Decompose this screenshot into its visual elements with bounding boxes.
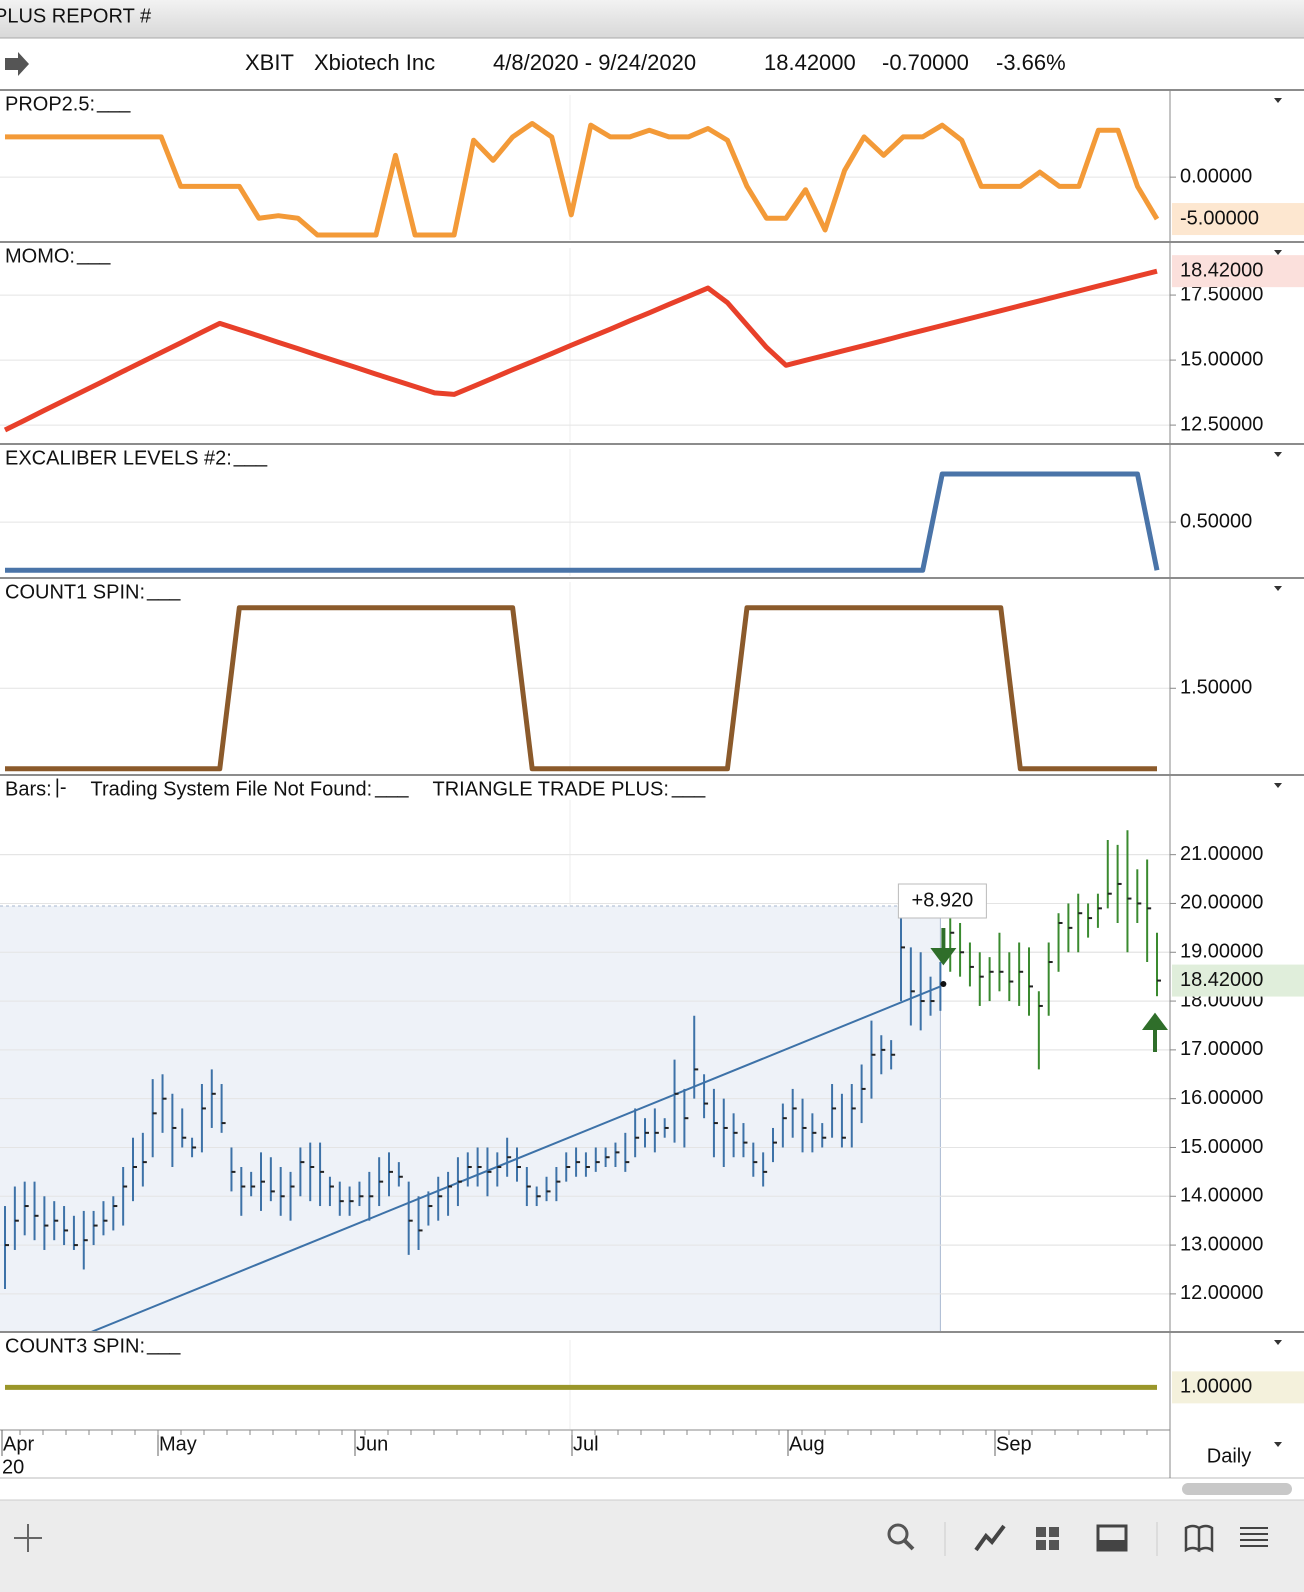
price-change: -0.70000	[882, 50, 969, 75]
selection-shade	[0, 906, 941, 1331]
legend-marker: |-	[55, 776, 67, 798]
last-value-label: 18.42000	[1180, 969, 1263, 991]
panel	[0, 582, 1170, 772]
y-tick-label: 0.00000	[1180, 165, 1252, 187]
line-series	[5, 605, 1157, 772]
book-icon[interactable]	[1184, 1524, 1214, 1553]
legend-marker: ___	[96, 91, 131, 113]
line-series	[5, 471, 1160, 573]
x-tick-label: Jul	[573, 1433, 599, 1455]
y-tick-label: 13.00000	[1180, 1233, 1263, 1255]
buy-arrow	[1142, 1012, 1168, 1052]
panel-title: COUNT3 SPIN:	[5, 1335, 145, 1357]
symbol: XBIT	[245, 50, 294, 75]
line-series	[5, 120, 1160, 238]
title-bar	[0, 0, 1304, 38]
search-icon[interactable]	[887, 1523, 915, 1551]
y-tick-label: 12.50000	[1180, 413, 1263, 435]
dropdown-icon[interactable]	[1274, 1442, 1282, 1447]
y-tick-label: 17.50000	[1180, 283, 1263, 305]
x-tick-label: May	[159, 1433, 197, 1455]
panel-title: EXCALIBER LEVELS #2:	[5, 447, 232, 469]
x-tick-label: Aug	[789, 1433, 825, 1455]
y-tick-label: 0.50000	[1180, 510, 1252, 532]
legend-marker: ___	[374, 776, 409, 798]
x-tick-label: Jun	[356, 1433, 388, 1455]
window-title: PLUS REPORT #	[0, 5, 152, 27]
dropdown-icon[interactable]	[1274, 452, 1282, 457]
date-range: 4/8/2020 - 9/24/2020	[493, 50, 696, 75]
panel-icon[interactable]	[1096, 1524, 1128, 1552]
panel	[0, 95, 1170, 240]
last-value-box	[1172, 255, 1304, 288]
panel	[0, 449, 1170, 576]
last-value-box	[1172, 964, 1304, 997]
dropdown-icon[interactable]	[1274, 98, 1282, 103]
legend-marker: ___	[146, 1333, 181, 1355]
line-series	[3, 268, 1158, 433]
y-tick-label: 14.00000	[1180, 1185, 1263, 1207]
annotation-box	[897, 883, 987, 919]
entry-dot	[940, 980, 947, 987]
nav-arrow[interactable]	[5, 52, 29, 76]
last-value-label: -5.00000	[1180, 207, 1259, 229]
legend-label: Trading System File Not Found:	[91, 778, 373, 800]
legend-marker: ___	[671, 776, 706, 798]
legend-marker: ___	[233, 445, 268, 467]
x-tick-label: Apr	[3, 1433, 34, 1455]
last-value-box	[1172, 203, 1304, 236]
legend-marker: ___	[146, 579, 181, 601]
panel-title: PROP2.5:	[5, 93, 95, 115]
chart-type-icon[interactable]	[974, 1524, 1006, 1552]
dropdown-icon[interactable]	[1274, 1340, 1282, 1345]
y-tick-label: 15.00000	[1180, 348, 1263, 370]
last-value-box	[1172, 1371, 1304, 1404]
percent-change: -3.66%	[996, 50, 1066, 75]
dropdown-icon[interactable]	[1274, 586, 1282, 591]
x-tick-label: Sep	[996, 1433, 1032, 1455]
layout-icon[interactable]	[1036, 1527, 1059, 1550]
y-tick-label: 19.00000	[1180, 941, 1263, 963]
legend-label: Bars:	[5, 778, 52, 800]
panel	[0, 248, 1170, 442]
y-tick-label: 16.00000	[1180, 1087, 1263, 1109]
toolbar	[0, 1500, 1304, 1592]
scrollbar[interactable]	[1182, 1483, 1292, 1495]
period-button[interactable]: Daily	[1207, 1445, 1251, 1467]
legend-label: TRIANGLE TRADE PLUS:	[433, 778, 669, 800]
last-price: 18.42000	[764, 50, 856, 75]
panel: +8.920	[0, 800, 1170, 1331]
panel-title: MOMO:	[5, 245, 75, 267]
sell-arrow	[930, 928, 957, 966]
menu-icon[interactable]	[1240, 1527, 1268, 1547]
company-name: Xbiotech Inc	[314, 50, 435, 75]
dropdown-icon[interactable]	[1274, 783, 1282, 788]
panel	[5, 1340, 1157, 1429]
dropdown-icon[interactable]	[1274, 250, 1282, 255]
y-tick-label: 12.00000	[1180, 1282, 1263, 1304]
x-year-label: 20	[2, 1456, 24, 1478]
add-icon[interactable]	[14, 1524, 42, 1552]
y-tick-label: 1.50000	[1180, 677, 1252, 699]
y-tick-label: 20.00000	[1180, 892, 1263, 914]
last-value-label: 18.42000	[1180, 259, 1263, 281]
y-tick-label: 15.00000	[1180, 1136, 1263, 1158]
trend-line	[91, 985, 941, 1331]
y-tick-label: 21.00000	[1180, 843, 1263, 865]
last-value-label: 1.00000	[1180, 1376, 1252, 1398]
legend-marker: ___	[76, 243, 111, 265]
y-tick-label: 17.00000	[1180, 1038, 1263, 1060]
annotation: +8.920	[912, 889, 974, 911]
panel-title: COUNT1 SPIN:	[5, 581, 145, 603]
